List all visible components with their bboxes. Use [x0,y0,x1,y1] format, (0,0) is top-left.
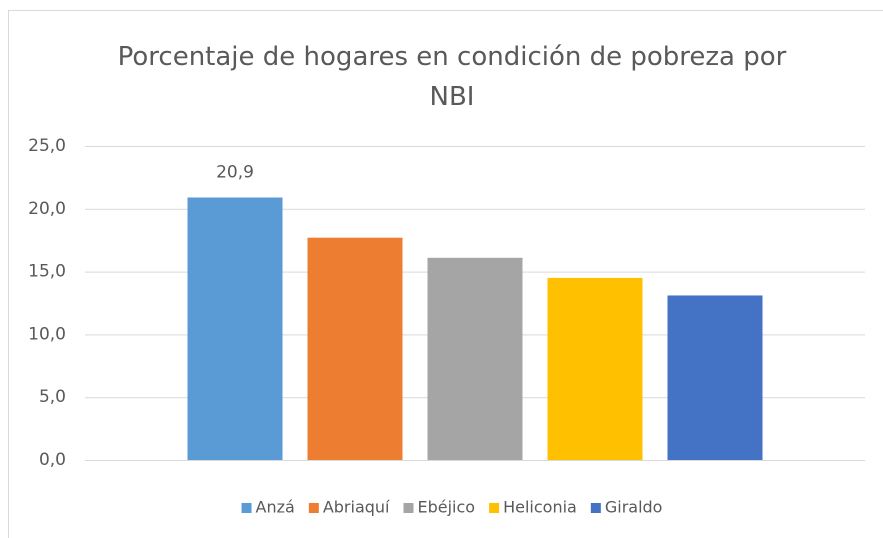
legend-swatch [489,503,500,513]
legend-label: Heliconia [503,498,577,517]
legend-label: Abriaquí [323,498,390,517]
legend-label: Anzá [256,498,295,517]
legend-swatch [590,503,601,513]
legend-swatch [403,503,414,513]
legend-swatch [308,503,319,513]
y-tick-label: 0,0 [39,450,66,470]
data-label: 20,9 [216,162,254,182]
legend-label: Giraldo [605,498,663,517]
y-tick-label: 10,0 [28,324,66,344]
y-tick-label: 20,0 [28,199,66,219]
bar [547,277,643,460]
y-tick-label: 5,0 [39,387,66,407]
chart-title: Porcentaje de hogares en condición de po… [118,42,787,112]
y-tick-label: 15,0 [28,262,66,282]
bar [427,257,523,460]
y-tick-label: 25,0 [28,136,66,156]
bar [187,197,283,460]
bar [667,295,763,460]
legend-label: Ebéjico [418,498,476,517]
bar [307,237,403,460]
legend-swatch [241,503,252,513]
